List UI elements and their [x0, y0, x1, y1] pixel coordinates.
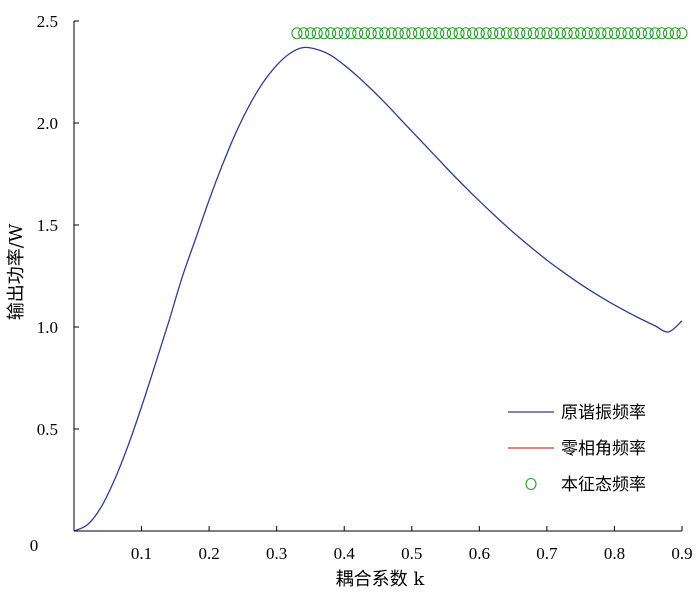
marker-point — [514, 27, 526, 40]
marker-point — [304, 27, 316, 40]
marker-point — [521, 27, 533, 40]
x-tick-label: 0.9 — [671, 544, 692, 563]
marker-point — [575, 27, 587, 40]
marker-point — [669, 27, 681, 40]
marker-point — [541, 27, 553, 40]
marker-point — [392, 27, 404, 40]
marker-point — [433, 27, 445, 40]
marker-point — [467, 27, 479, 40]
marker-point — [635, 27, 648, 40]
marker-point — [615, 27, 627, 40]
marker-point — [385, 27, 398, 40]
series-line-0 — [73, 46, 683, 532]
x-tick-label: 0.3 — [266, 544, 287, 563]
marker-point — [358, 27, 371, 40]
marker-point — [642, 27, 654, 40]
marker-point — [311, 27, 323, 40]
marker-point — [527, 27, 539, 40]
x-axis-label: 耦合系数 k — [336, 569, 426, 590]
marker-point — [656, 27, 668, 40]
axes — [73, 20, 683, 532]
x-tick-label: 0.5 — [401, 544, 422, 563]
marker-point — [473, 27, 485, 40]
marker-point — [419, 27, 431, 40]
marker-point — [352, 27, 364, 40]
marker-point — [345, 27, 357, 40]
marker-point — [453, 27, 465, 40]
marker-point — [649, 27, 661, 40]
marker-point — [487, 27, 499, 40]
marker-point — [399, 27, 411, 40]
marker-point — [500, 27, 512, 40]
marker-point — [372, 27, 384, 40]
origin-label: 0 — [30, 536, 39, 555]
marker-point — [581, 27, 593, 40]
marker-point — [534, 27, 546, 40]
x-tick-label: 0.7 — [536, 544, 558, 563]
y-axis-label: 输出功率/W — [6, 223, 27, 320]
marker-point — [588, 27, 600, 40]
x-tick-label: 0.8 — [604, 544, 625, 563]
x-tick-label: 0.6 — [469, 544, 490, 563]
marker-point — [298, 27, 310, 40]
marker-point — [548, 27, 560, 40]
x-tick-label: 0.4 — [334, 544, 356, 563]
marker-point — [446, 27, 458, 40]
marker-point — [554, 27, 566, 40]
marker-point — [595, 27, 607, 40]
x-tick-label: 0.2 — [198, 544, 219, 563]
marker-point — [629, 27, 641, 40]
y-tick-label: 2.0 — [37, 114, 58, 133]
marker-point — [412, 27, 425, 40]
marker-point — [608, 27, 620, 40]
y-tick-label: 1.5 — [37, 216, 58, 235]
marker-point — [561, 27, 573, 40]
y-tick-label: 0.5 — [37, 420, 58, 439]
marker-point — [602, 27, 614, 40]
marker-point — [338, 27, 350, 40]
marker-point — [426, 27, 438, 40]
marker-point — [622, 27, 634, 40]
marker-point — [480, 27, 492, 40]
marker-point — [676, 27, 688, 40]
tick-labels: 0.1 0.2 0.3 0.4 0.5 0.6 0.7 0.8 0.9 0.5 1.0 1.5 2.0 2… — [30, 12, 693, 563]
plot-area — [73, 27, 688, 532]
marker-point — [662, 27, 675, 40]
marker-point — [568, 27, 580, 40]
marker-point — [494, 27, 506, 40]
legend-label-1: 零相角频率 — [561, 439, 646, 459]
marker-point — [406, 27, 418, 40]
marker-point — [291, 27, 303, 40]
marker-point — [325, 27, 337, 40]
marker-point — [318, 27, 330, 40]
y-tick-label: 2.5 — [37, 12, 58, 31]
marker-point — [331, 27, 344, 40]
legend-swatch-2 — [525, 477, 537, 491]
marker-point — [440, 27, 452, 40]
y-tick-label: 1.0 — [37, 318, 58, 337]
marker-point — [460, 27, 472, 40]
marker-point — [379, 27, 391, 40]
marker-point — [507, 27, 519, 40]
legend-label-0: 原谐振频率 — [561, 403, 646, 423]
marker-point — [365, 27, 377, 40]
x-tick-label: 0.1 — [131, 544, 152, 563]
legend-label-2: 本征态频率 — [561, 475, 646, 495]
